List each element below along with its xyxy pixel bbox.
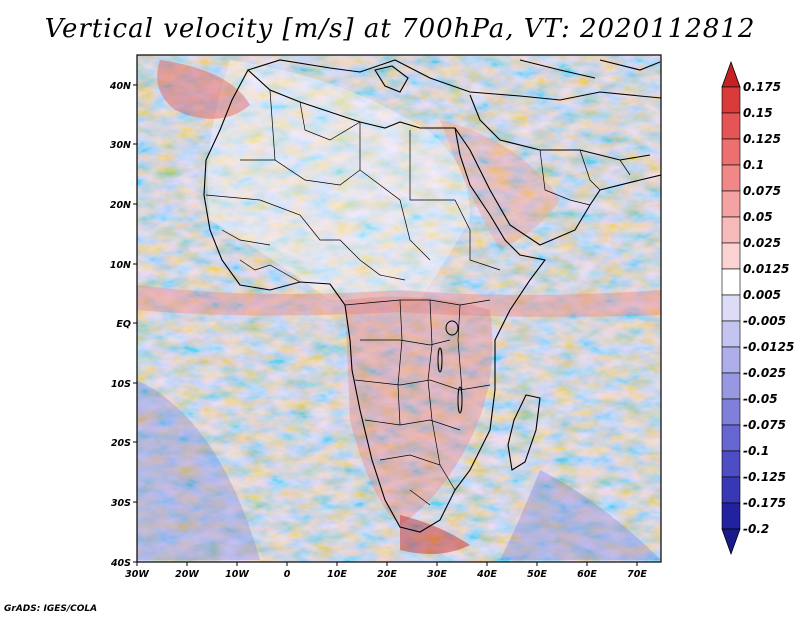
colorbar-segment (721, 372, 741, 400)
colorbar-segment (721, 112, 741, 140)
colorbar-label: 0.05 (743, 210, 773, 224)
colorbar-label: -0.075 (743, 418, 786, 432)
velocity-field-texture (137, 55, 661, 562)
colorbar-label: -0.2 (743, 522, 769, 536)
grads-credit: GrADS: IGES/COLA (4, 604, 98, 614)
lat-label: 10S (111, 379, 131, 390)
colorbar-segment (721, 398, 741, 426)
lakes (437, 320, 463, 414)
lon-label: 10W (225, 569, 249, 580)
lon-label: 70E (627, 569, 647, 580)
south-africa-ascent (400, 515, 470, 554)
lat-label: 40N (109, 81, 131, 92)
colorbar-label: 0.0125 (743, 262, 789, 276)
lat-label: 10N (110, 260, 131, 271)
colorbar-top-arrow (721, 60, 741, 88)
lat-label: 30N (110, 140, 131, 151)
colorbar-segment (721, 346, 741, 374)
axis-ticks (133, 84, 638, 566)
colorbar-segment (721, 450, 741, 478)
lon-label: 30E (427, 569, 447, 580)
lon-label: 50E (527, 569, 547, 580)
colorbar-segment (721, 476, 741, 504)
map-title: Vertical velocity [m/s] at 700hPa, VT: 2… (44, 14, 756, 44)
colorbar: 0.175 0.15 0.125 0.1 0.075 0.05 0.025 0.… (721, 60, 794, 556)
arabia-ascent (440, 120, 560, 250)
madagascar-outline (507, 394, 541, 471)
colorbar-label: 0.025 (743, 236, 781, 250)
colorbar-label: 0.125 (743, 132, 781, 146)
colorbar-segment (721, 216, 741, 244)
colorbar-segment (721, 242, 741, 270)
colorbar-labels: 0.175 0.15 0.125 0.1 0.075 0.05 0.025 0.… (743, 80, 794, 536)
north-atlantic-ascent (157, 60, 250, 119)
colorbar-segment (721, 138, 741, 166)
colorbar-segment (721, 424, 741, 452)
colorbar-label: 0.15 (743, 106, 773, 120)
lat-label: 20S (111, 438, 131, 449)
colorbar-label: 0.075 (743, 184, 781, 198)
lon-label: 10E (327, 569, 347, 580)
country-borders (205, 89, 631, 506)
sahara-pale-zone (207, 60, 470, 300)
colorbar-label: -0.125 (743, 470, 786, 484)
south-atlantic-descent (137, 380, 260, 560)
colorbar-segment (721, 294, 741, 322)
lon-label: 40E (476, 569, 497, 580)
lat-label: 30S (111, 498, 131, 509)
plot-area (137, 55, 661, 562)
south-indian-descent (500, 470, 661, 560)
colorbar-label: 0.1 (743, 158, 764, 172)
lon-label: 30W (125, 569, 149, 580)
lon-label: 60E (577, 569, 597, 580)
plot-frame (136, 54, 662, 563)
colorbar-label: -0.175 (743, 496, 786, 510)
lon-label: 0 (284, 569, 291, 580)
colorbar-label: 0.005 (743, 288, 781, 302)
colorbar-label: 0.175 (743, 80, 781, 94)
colorbar-segment (721, 190, 741, 218)
colorbar-segments (721, 86, 741, 530)
central-africa-ascent (345, 296, 493, 525)
lat-labels: 40N 30N 20N 10N EQ 10S 20S 30S 40S (109, 81, 131, 569)
colorbar-bottom-arrow (721, 528, 741, 556)
lat-label: 20N (110, 200, 131, 211)
lon-label: 20E (377, 569, 397, 580)
colorbar-segment (721, 164, 741, 192)
colorbar-segment (721, 320, 741, 348)
colorbar-label: -0.0125 (743, 340, 794, 354)
itcz-ascent-band (137, 285, 661, 317)
lat-label: EQ (116, 319, 131, 330)
colorbar-label: -0.05 (743, 392, 778, 406)
colorbar-segment (721, 502, 741, 530)
lat-label: 40S (110, 558, 131, 569)
lon-labels: 30W 20W 10W 0 10E 20E 30E 40E 50E 60E 70… (125, 569, 647, 580)
colorbar-label: -0.025 (743, 366, 786, 380)
colorbar-segment (721, 268, 741, 296)
colorbar-label: -0.005 (743, 314, 786, 328)
colorbar-segment (721, 86, 741, 114)
lon-label: 20W (175, 569, 199, 580)
colorbar-label: -0.1 (743, 444, 769, 458)
